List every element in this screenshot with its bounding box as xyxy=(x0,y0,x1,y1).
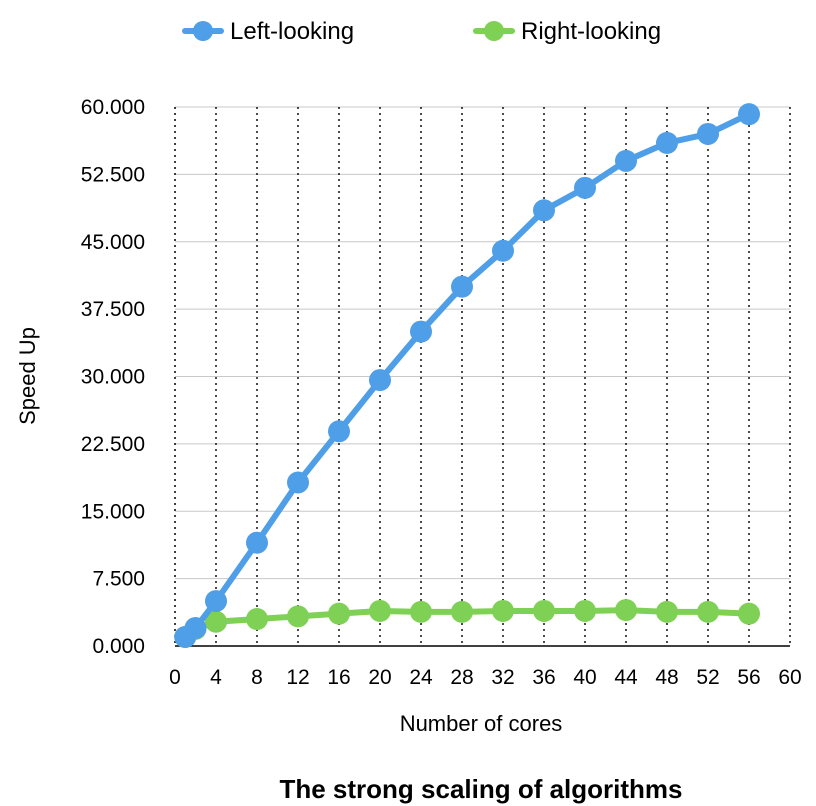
x-tick-label: 4 xyxy=(210,666,222,689)
data-point-right-looking xyxy=(615,599,637,622)
y-tick-label: 15.000 xyxy=(81,500,145,523)
legend-item-right-looking: Right-looking xyxy=(473,18,661,45)
x-tick-label: 16 xyxy=(327,666,350,689)
data-point-right-looking xyxy=(410,600,432,623)
data-point-left-looking xyxy=(697,122,719,145)
legend-label: Right-looking xyxy=(521,18,661,45)
y-tick-label: 45.000 xyxy=(81,231,145,254)
data-point-right-looking xyxy=(205,610,227,633)
grid xyxy=(175,106,791,647)
x-tick-label: 48 xyxy=(655,666,678,689)
series-layer xyxy=(174,103,760,649)
y-tick-label: 30.000 xyxy=(81,366,145,389)
x-tick-label: 36 xyxy=(532,666,555,689)
data-point-right-looking xyxy=(369,599,391,622)
data-point-left-looking xyxy=(574,176,596,199)
y-tick-labels: 0.000 7.500 15.000 22.500 30.000 37.500 45.000… xyxy=(81,96,145,658)
x-tick-label: 20 xyxy=(368,666,391,689)
x-tick-label: 40 xyxy=(573,666,596,689)
y-tick-label: 22.500 xyxy=(81,433,145,456)
data-point-left-looking xyxy=(656,131,678,154)
x-tick-labels: 0 4 8 12 16 20 24 28 32 36 40 44 48 52 56 60 xyxy=(169,666,802,689)
data-point-left-looking xyxy=(738,103,760,126)
x-tick-label: 60 xyxy=(778,666,801,689)
x-tick-label: 56 xyxy=(737,666,760,689)
y-tick-label: 7.500 xyxy=(92,568,145,591)
data-point-right-looking xyxy=(287,605,309,628)
data-point-left-looking xyxy=(287,471,309,494)
y-tick-label: 37.500 xyxy=(81,298,145,321)
data-point-left-looking xyxy=(246,531,268,554)
series-left-looking xyxy=(174,103,760,649)
data-point-left-looking xyxy=(328,420,350,443)
data-point-right-looking xyxy=(697,600,719,623)
x-tick-label: 44 xyxy=(614,666,638,689)
legend-label: Left-looking xyxy=(230,18,354,45)
axes xyxy=(174,107,790,647)
x-tick-label: 28 xyxy=(450,666,473,689)
series-line-left-looking xyxy=(182,111,752,641)
x-tick-label: 24 xyxy=(409,666,433,689)
data-point-left-looking xyxy=(205,590,227,613)
legend-swatch-marker xyxy=(193,21,213,41)
data-point-left-looking xyxy=(492,239,514,262)
data-point-left-looking xyxy=(369,369,391,392)
x-axis-title: Number of cores xyxy=(400,711,563,736)
x-tick-label: 32 xyxy=(491,666,514,689)
x-tick-label: 52 xyxy=(696,666,719,689)
data-point-right-looking xyxy=(246,608,268,631)
data-point-right-looking xyxy=(533,599,555,622)
data-point-left-looking xyxy=(184,617,207,640)
data-point-right-looking xyxy=(328,602,350,625)
y-tick-label: 52.500 xyxy=(81,163,145,186)
data-point-right-looking xyxy=(656,600,678,623)
data-point-right-looking xyxy=(451,600,473,623)
data-point-right-looking xyxy=(738,602,760,625)
data-point-left-looking xyxy=(410,320,432,343)
data-point-right-looking xyxy=(574,599,596,622)
x-tick-label: 12 xyxy=(286,666,309,689)
legend: Left-looking Right-looking xyxy=(182,18,661,45)
x-tick-label: 0 xyxy=(169,666,181,689)
y-tick-label: 60.000 xyxy=(81,96,145,119)
chart-title: The strong scaling of algorithms xyxy=(279,774,682,804)
x-tick-label: 8 xyxy=(251,666,263,689)
data-point-right-looking xyxy=(492,599,514,622)
y-axis-title: Speed Up xyxy=(15,327,40,425)
legend-item-left-looking: Left-looking xyxy=(182,18,354,45)
legend-swatch-marker xyxy=(484,21,504,41)
y-tick-label: 0.000 xyxy=(92,635,145,658)
data-point-left-looking xyxy=(451,275,473,298)
series-line-right-looking xyxy=(182,607,752,641)
data-point-left-looking xyxy=(615,149,637,172)
series-right-looking xyxy=(174,599,760,649)
data-point-left-looking xyxy=(533,199,555,222)
